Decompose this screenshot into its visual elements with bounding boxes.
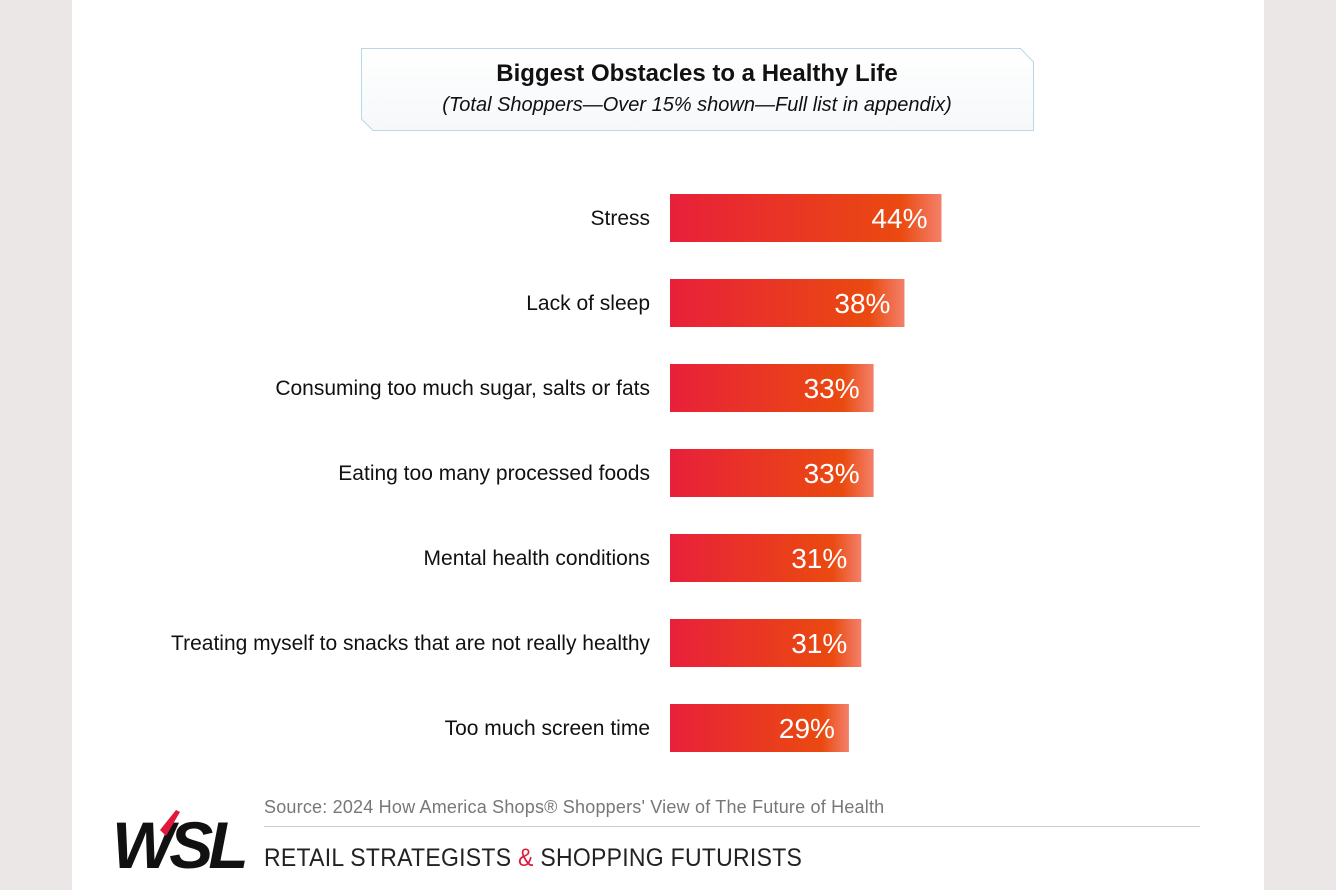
tagline-part1: RETAIL STRATEGISTS (264, 844, 519, 872)
tagline-part2: SHOPPING FUTURISTS (533, 844, 803, 872)
bar-0 (670, 194, 942, 242)
bar-1 (670, 279, 905, 327)
category-label-2: Consuming too much sugar, salts or fats (275, 377, 650, 400)
value-label-6: 29% (779, 713, 835, 744)
value-label-5: 31% (791, 628, 847, 659)
value-label-3: 33% (804, 458, 860, 489)
slide: Biggest Obstacles to a Healthy Life (Tot… (72, 0, 1264, 890)
category-label-1: Lack of sleep (526, 292, 650, 315)
value-label-2: 33% (804, 373, 860, 404)
value-label-1: 38% (834, 288, 890, 319)
source-note: Source: 2024 How America Shops® Shoppers… (264, 797, 885, 817)
bar-6 (670, 704, 849, 752)
bar-chart: Stress 44% Lack of sleep 38% Consuming too m… (171, 194, 942, 752)
tagline: RETAIL STRATEGISTS & SHOPPING FUTURISTS (264, 844, 802, 873)
category-label-4: Mental health conditions (424, 547, 650, 570)
svg-text:WSL: WSL (112, 808, 245, 874)
tagline-ampersand: & (518, 844, 534, 872)
bar-5 (670, 619, 862, 667)
category-label-3: Eating too many processed foods (338, 462, 650, 485)
bar-4 (670, 534, 862, 582)
wsl-logo: WSL (112, 808, 250, 874)
bar-2 (670, 364, 874, 412)
category-label-5: Treating myself to snacks that are not r… (171, 632, 650, 655)
chart-title: Biggest Obstacles to a Healthy Life (496, 60, 898, 87)
bar-3 (670, 449, 874, 497)
value-label-0: 44% (871, 203, 927, 234)
value-label-4: 31% (791, 543, 847, 574)
category-label-0: Stress (590, 207, 650, 230)
category-label-6: Too much screen time (445, 717, 650, 740)
chart-subtitle: (Total Shoppers—Over 15% shown—Full list… (442, 94, 952, 116)
footer-divider (264, 826, 1200, 827)
